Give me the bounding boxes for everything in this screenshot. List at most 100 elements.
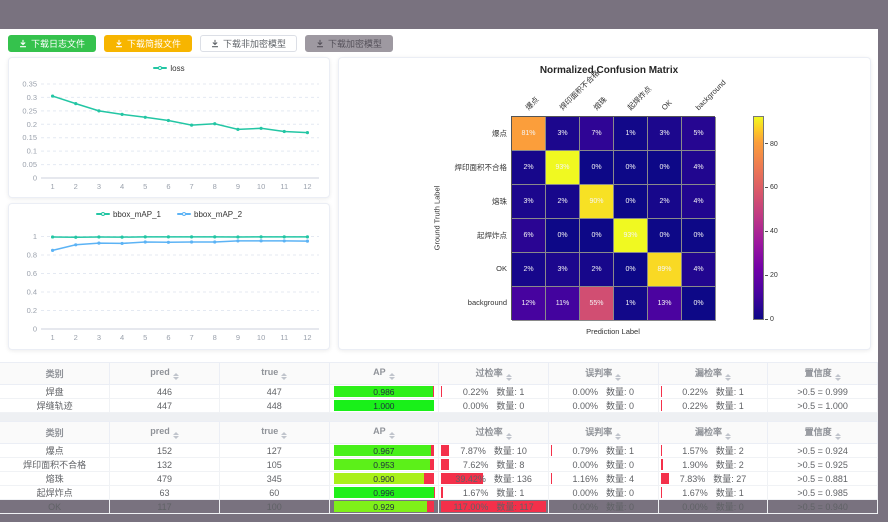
sort-caret-icon[interactable] <box>172 373 179 380</box>
rate-percent: 7.62% <box>462 459 489 470</box>
pred-count-cell: 152 <box>109 443 220 458</box>
confusion-cell: 1% <box>614 117 648 151</box>
rate-cell: 0.00% 数量: 0 <box>551 459 656 471</box>
over-detect-cell: 7.87% 数量: 10 <box>438 443 549 458</box>
column-header-漏检率[interactable]: 漏检率 <box>658 421 769 444</box>
download-encrypted-model-button[interactable]: 下载加密模型 <box>305 35 394 52</box>
rate-bar <box>660 445 663 456</box>
ap-miss-bar <box>424 473 435 484</box>
sort-caret-icon[interactable] <box>281 432 288 439</box>
rate-percent: 1.57% <box>682 445 708 456</box>
column-header-过检率[interactable]: 过检率 <box>438 362 549 385</box>
svg-text:6: 6 <box>166 182 170 191</box>
sort-caret-icon[interactable] <box>724 374 731 381</box>
rate-count: 数量: 1 <box>496 387 525 397</box>
legend-item-bbox_mAP_1[interactable]: bbox_mAP_1 <box>95 210 161 219</box>
column-header-误判率[interactable]: 误判率 <box>548 362 659 385</box>
svg-text:5: 5 <box>143 182 147 191</box>
sort-caret-icon[interactable] <box>834 433 841 440</box>
column-header-漏检率[interactable]: 漏检率 <box>658 362 769 385</box>
download-plain-model-button[interactable]: 下载非加密模型 <box>200 35 298 52</box>
column-header-true[interactable]: true <box>219 421 330 444</box>
confusion-cell-value: 3% <box>557 266 568 273</box>
button-label: 下载日志文件 <box>31 39 86 49</box>
true-count-cell: 447 <box>219 384 330 399</box>
column-header-pred[interactable]: pred <box>109 362 220 385</box>
ap-miss-bar <box>430 445 435 456</box>
confusion-cell: 11% <box>546 287 580 321</box>
sort-caret-icon[interactable] <box>172 432 179 439</box>
confidence-cell: >0.5 = 0.985 <box>767 485 878 500</box>
confusion-cell: 2% <box>648 185 682 219</box>
rate-cell: 0.79% 数量: 1 <box>550 445 656 457</box>
colorbar-tick: 80 <box>765 141 778 149</box>
rate-cell: 1.16% 数量: 4 <box>550 473 656 485</box>
miss-detect-cell: 0.22% 数量: 1 <box>658 398 769 413</box>
rate-bar <box>660 459 663 470</box>
ap-miss-bar <box>429 459 435 470</box>
rate-count: 数量: 117 <box>496 502 534 512</box>
confusion-cell-value: 0% <box>557 232 568 239</box>
cm-col-label: OK <box>659 97 674 112</box>
confusion-cell: 0% <box>648 151 682 185</box>
column-header-label: 类别 <box>45 428 64 438</box>
column-header-AP[interactable]: AP <box>329 421 440 444</box>
svg-text:11: 11 <box>280 182 288 191</box>
sort-caret-icon[interactable] <box>724 433 731 440</box>
ap-bar <box>333 400 435 411</box>
true-count-cell: 100 <box>219 499 330 514</box>
sort-caret-icon[interactable] <box>834 374 841 381</box>
svg-text:8: 8 <box>213 333 217 342</box>
ap-bar <box>333 501 428 512</box>
rate-cell: 0.22% 数量: 1 <box>660 386 766 398</box>
confusion-cell: 0% <box>580 151 614 185</box>
cm-row-label: 爆点 <box>492 129 507 138</box>
rate-percent: 0.00% <box>572 459 599 470</box>
rate-percent: 0.79% <box>572 445 599 456</box>
column-header-true[interactable]: true <box>219 362 330 385</box>
ap-cell: 0.929 <box>329 499 440 514</box>
confusion-cell: 13% <box>648 287 682 321</box>
download-report-file-button[interactable]: 下载简报文件 <box>104 35 193 52</box>
column-header-label: 类别 <box>45 369 64 379</box>
sort-caret-icon[interactable] <box>281 373 288 380</box>
column-header-AP[interactable]: AP <box>329 362 440 385</box>
column-header-置信度[interactable]: 置信度 <box>767 421 878 444</box>
confidence-cell: >0.5 = 0.999 <box>767 384 878 399</box>
sort-caret-icon[interactable] <box>615 374 622 381</box>
confusion-cell-value: 55% <box>589 300 604 307</box>
rate-cell: 0.00% 数量: 0 <box>441 400 546 412</box>
sort-caret-icon[interactable] <box>505 433 512 440</box>
confusion-cell: 0% <box>580 219 614 253</box>
download-log-file-button[interactable]: 下载日志文件 <box>8 35 97 52</box>
column-header-pred[interactable]: pred <box>109 421 220 444</box>
legend-item-bbox_mAP_2[interactable]: bbox_mAP_2 <box>177 210 242 219</box>
sort-caret-icon[interactable] <box>505 374 512 381</box>
confusion-cell-value: 0% <box>625 164 636 171</box>
table-row: OK 117 100 0.929 117.00% 数量: 117 0.00% 数量: 0 0.0… <box>0 499 878 514</box>
sort-caret-icon[interactable] <box>388 432 395 439</box>
column-header-误判率[interactable]: 误判率 <box>548 421 659 444</box>
confusion-cell: 4% <box>682 185 716 219</box>
miss-detect-cell: 1.67% 数量: 1 <box>658 485 769 500</box>
sort-caret-icon[interactable] <box>615 433 622 440</box>
column-header-label: 过检率 <box>475 368 503 378</box>
confusion-cell-value: 3% <box>557 130 568 137</box>
column-header-置信度[interactable]: 置信度 <box>767 362 878 385</box>
misjudge-cell: 0.79% 数量: 1 <box>548 443 659 458</box>
dashboard-panel: 下载日志文件 下载简报文件 下载非加密模型 下载加密模型 loss 0 0.05 0.1 0… <box>0 29 878 514</box>
confusion-cell-value: 0% <box>625 266 636 273</box>
column-header-过检率[interactable]: 过检率 <box>438 421 549 444</box>
true-count-cell: 127 <box>219 443 330 458</box>
cm-col-label: 熔珠 <box>591 95 609 112</box>
rate-cell: 7.62% 数量: 8 <box>441 459 546 471</box>
ap-cell: 0.900 <box>329 471 440 486</box>
svg-text:10: 10 <box>257 182 265 191</box>
legend-item-loss[interactable]: loss <box>153 64 185 73</box>
class-name-cell: OK <box>0 499 111 514</box>
rate-percent: 0.00% <box>572 487 599 498</box>
sort-caret-icon[interactable] <box>388 373 395 380</box>
confusion-cell: 3% <box>546 117 580 151</box>
ap-value: 1.000 <box>373 400 395 411</box>
svg-text:4: 4 <box>120 333 124 342</box>
